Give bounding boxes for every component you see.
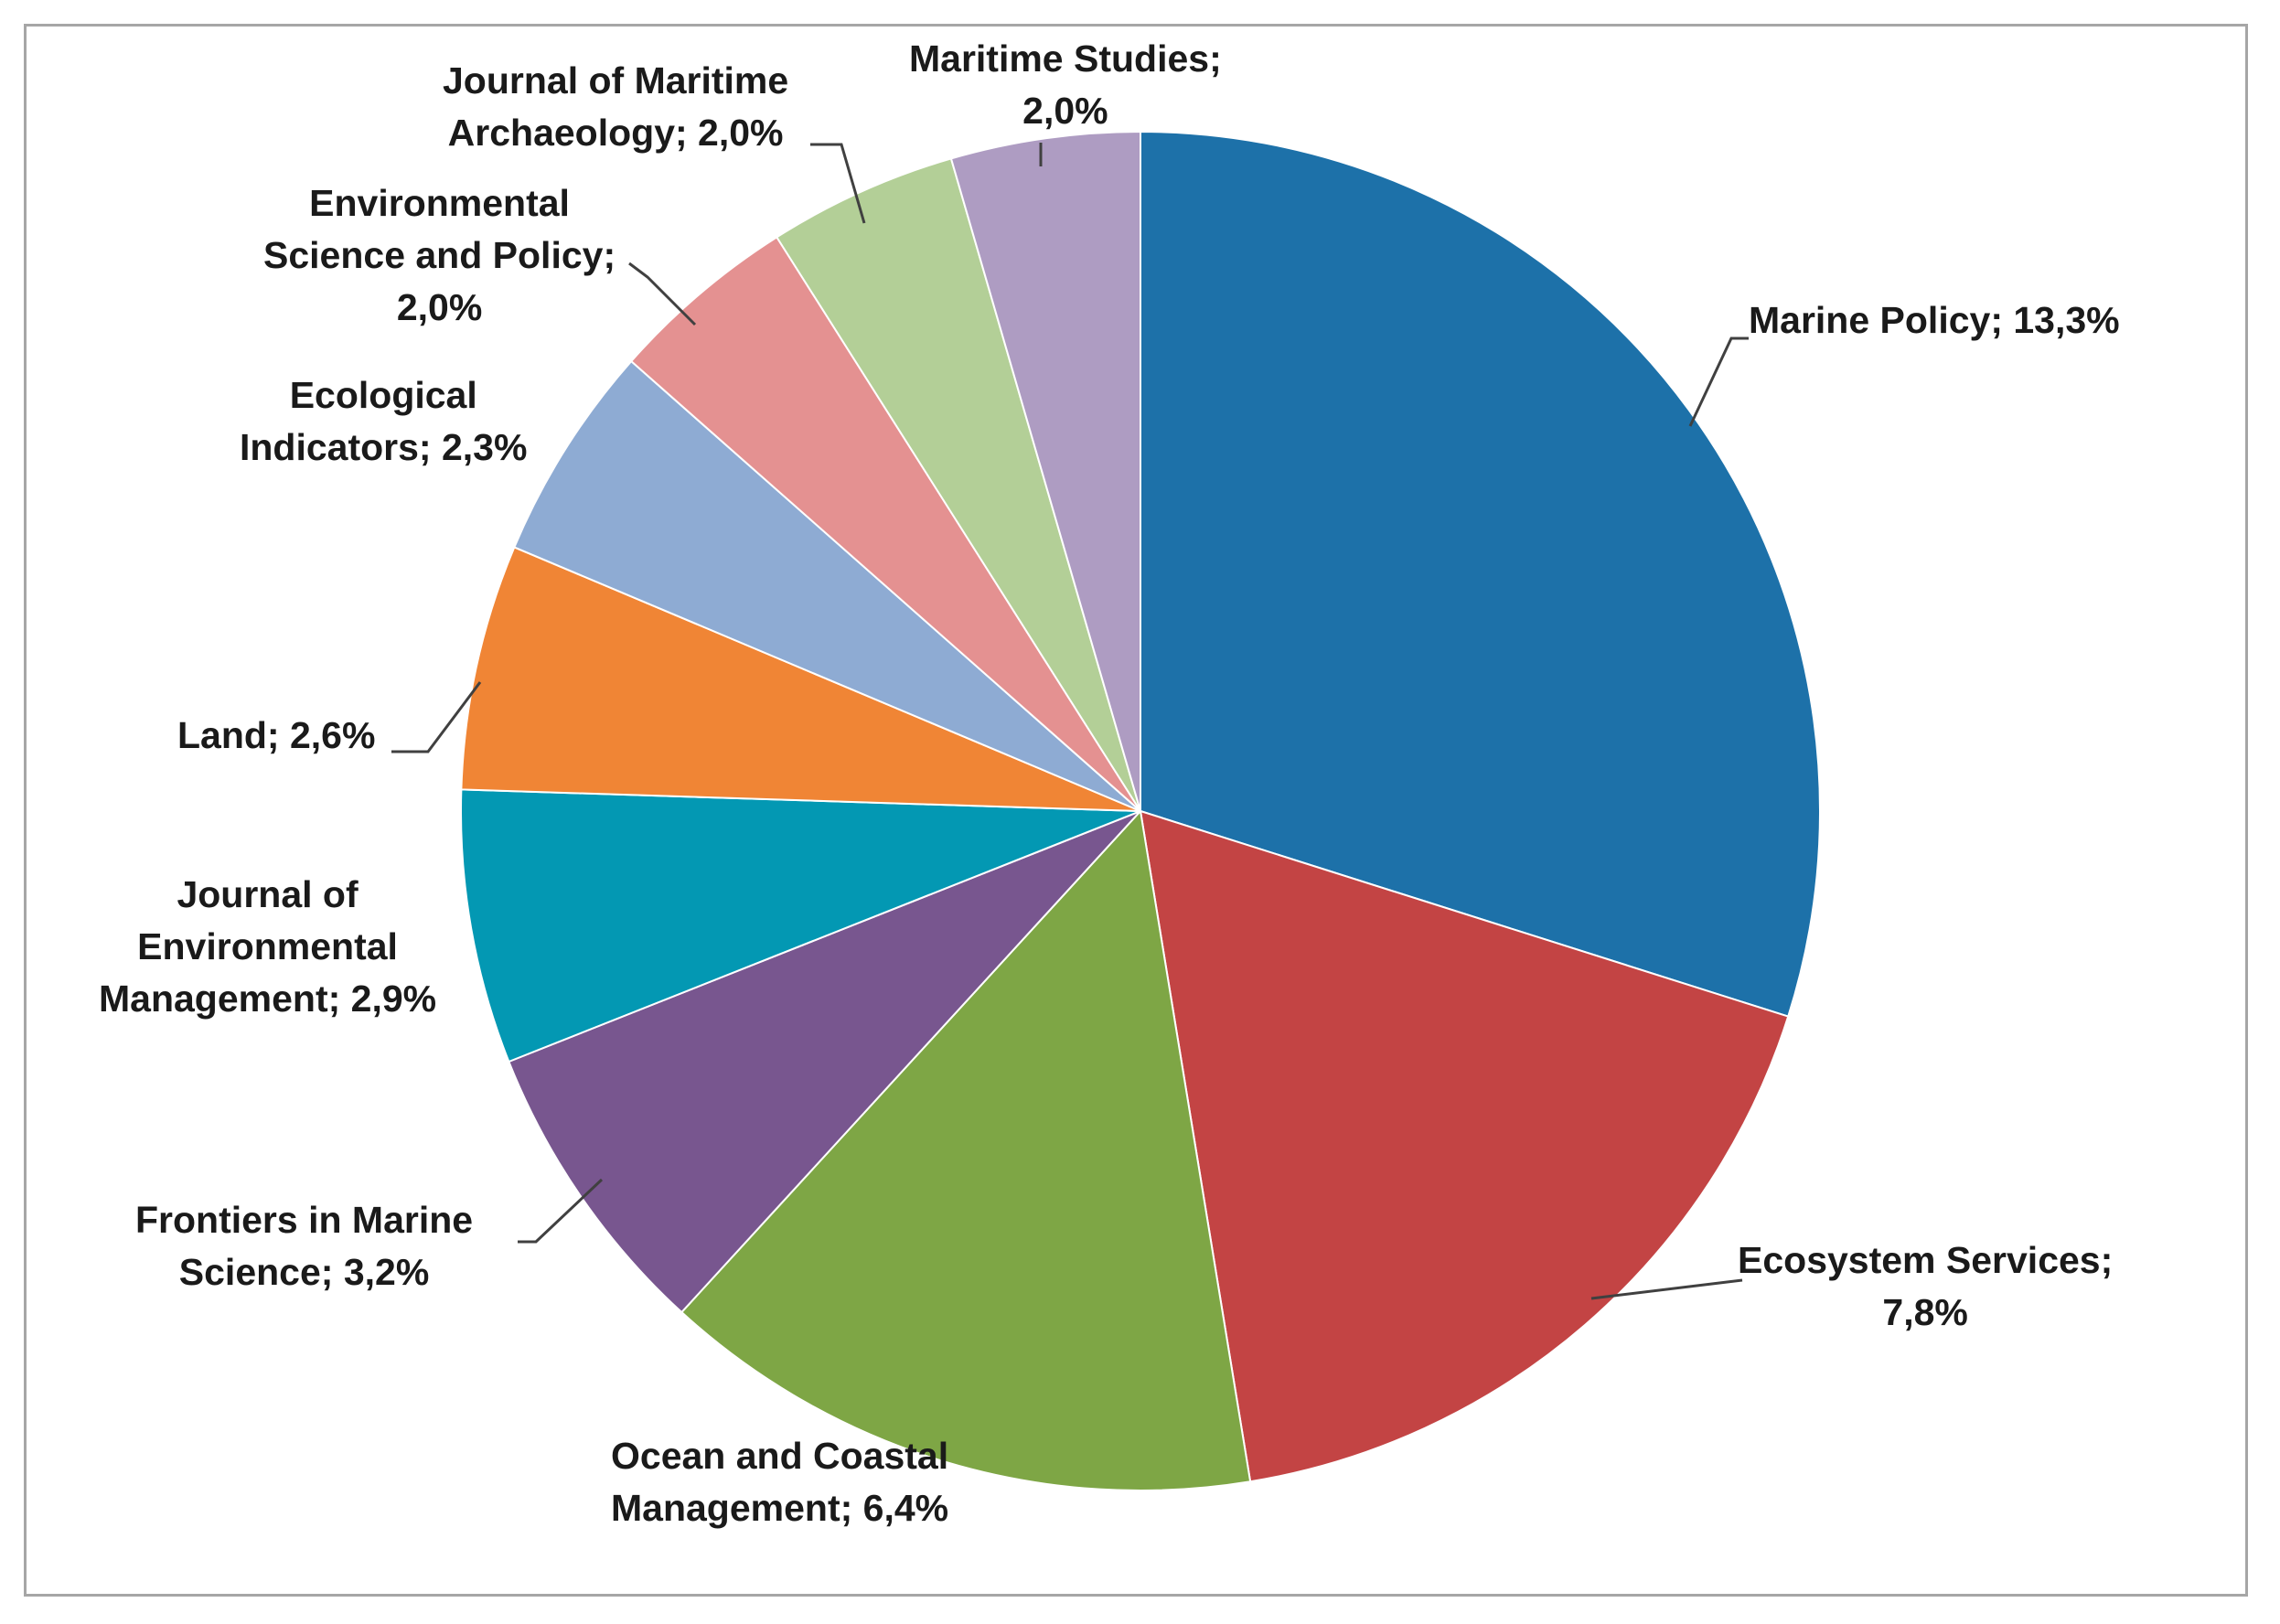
leader-line [810, 143, 866, 224]
slice-label: Environmental Science and Policy; 2,0% [263, 177, 615, 334]
slice-label: Frontiers in Marine Science; 3,2% [135, 1194, 473, 1298]
slice-label-line: Ocean and Coastal [611, 1435, 949, 1477]
slice-label-line: Journal of Maritime [443, 59, 789, 102]
pie-slice-land [460, 546, 1141, 812]
pie-slice-environmental-science-and-policy [629, 236, 1141, 812]
slice-label-line: Archaeology; 2,0% [447, 112, 784, 154]
leader-line [391, 681, 482, 753]
pie-slice-ecological-indicators [513, 359, 1141, 812]
slice-label: Maritime Studies; 2,0% [909, 33, 1222, 137]
leader-line [628, 262, 697, 326]
leader-line [1688, 337, 1749, 427]
slice-label: Ecosystem Services; 7,8% [1738, 1234, 2113, 1339]
leader-line [1590, 1278, 1743, 1300]
slice-label: Land; 2,6% [177, 710, 375, 762]
slice-label-line: Maritime Studies; [909, 37, 1222, 80]
pie-slice-marine-policy [1140, 130, 1821, 1018]
slice-label-line: Environmental [137, 925, 398, 967]
pie-slice-journal-of-maritime-archaeology [775, 157, 1141, 812]
slice-label-line: 7,8% [1882, 1291, 1968, 1333]
slice-label-line: Land; 2,6% [177, 714, 376, 756]
pie-slice-ecosystem-services [1139, 809, 1790, 1483]
slice-label-line: Management; 2,9% [99, 978, 437, 1020]
pie-slice-journal-of-environmental-management [460, 788, 1141, 1063]
slice-label-line: Management; 6,4% [611, 1487, 949, 1529]
slice-label-line: Science; 3,2% [178, 1251, 430, 1293]
pie-slice-maritime-studies [949, 130, 1141, 812]
slice-label-line: Journal of [177, 873, 359, 915]
slice-label: Journal of Environmental Management; 2,9% [99, 869, 436, 1025]
slice-label: Journal of Maritime Archaeology; 2,0% [443, 55, 788, 159]
pie-slice-ocean-and-coastal-management [680, 808, 1252, 1491]
slice-label: Ocean and Coastal Management; 6,4% [611, 1430, 948, 1534]
slice-label-line: Ecological [289, 374, 477, 416]
slice-label: Ecological Indicators; 2,3% [240, 369, 527, 474]
slice-label-line: Indicators; 2,3% [240, 426, 528, 468]
slice-label-line: Marine Policy; 13,3% [1749, 299, 2120, 341]
slice-label-line: Ecosystem Services; [1738, 1239, 2114, 1281]
slice-label: Marine Policy; 13,3% [1749, 294, 2120, 347]
slice-label-line: Science and Policy; [263, 234, 616, 276]
slice-label-line: Environmental [309, 182, 570, 224]
slice-label-line: 2,0% [1022, 90, 1108, 132]
slice-label-line: Frontiers in Marine [135, 1199, 474, 1241]
leader-line [518, 1178, 604, 1244]
slice-label-line: 2,0% [396, 286, 483, 328]
pie-slice-frontiers-in-marine-science [508, 810, 1141, 1314]
